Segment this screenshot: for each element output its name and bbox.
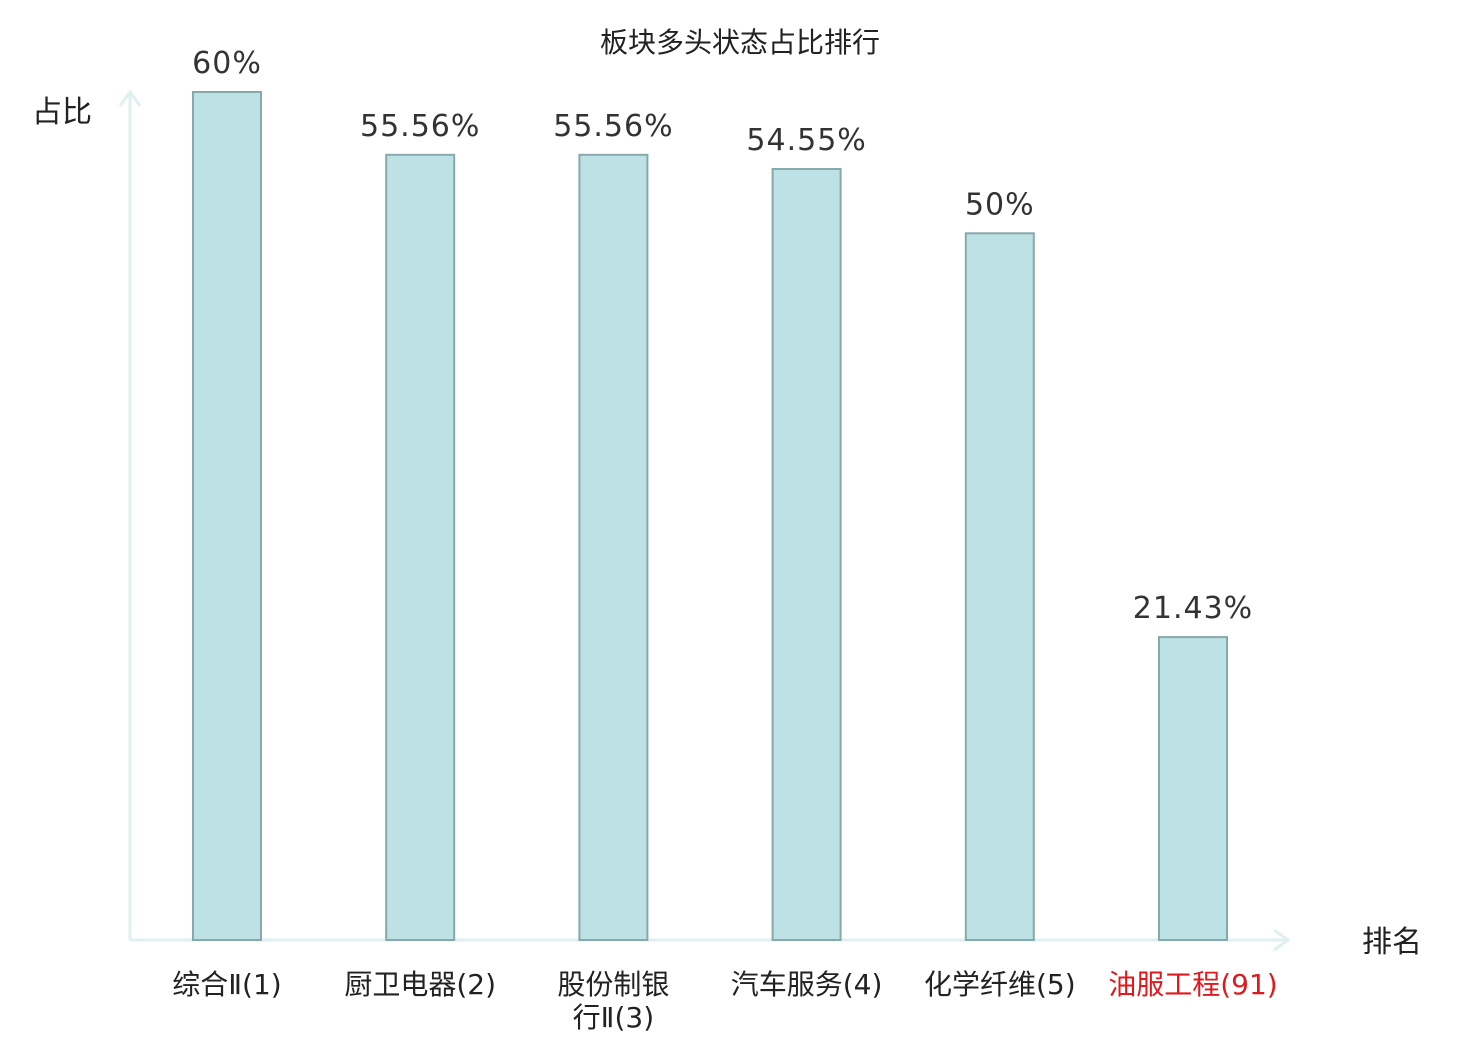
bar-6 bbox=[1158, 636, 1228, 941]
category-label-6: 油服工程(91) bbox=[1108, 968, 1277, 1001]
y-axis-label: 占比 bbox=[32, 95, 92, 130]
x-axis-label: 排名 bbox=[1362, 925, 1422, 960]
category-label-5: 化学纤维(5) bbox=[924, 968, 1076, 1001]
category-labels-group: 综合Ⅱ(1) 厨卫电器(2) 股份制银行Ⅱ(3) 汽车服务(4) 化学纤维(5) 油服工程… bbox=[172, 968, 1277, 1034]
chart-title: 板块多头状态占比排行 bbox=[600, 26, 880, 59]
category-label-1: 综合Ⅱ(1) bbox=[172, 968, 281, 1001]
bars-group bbox=[192, 91, 1228, 942]
value-label-2: 55.56% bbox=[360, 109, 480, 144]
category-label-1-line-1: 综合Ⅱ(1) bbox=[172, 968, 281, 1001]
category-label-2: 厨卫电器(2) bbox=[344, 968, 496, 1001]
x-axis bbox=[130, 928, 1291, 952]
category-label-4-line-1: 汽车服务(4) bbox=[731, 968, 883, 1001]
bar-1 bbox=[192, 91, 262, 941]
value-label-4: 54.55% bbox=[746, 123, 866, 158]
bar-3 bbox=[578, 153, 649, 942]
value-label-3: 55.56% bbox=[553, 109, 673, 144]
value-label-5: 50% bbox=[965, 187, 1035, 222]
category-label-3-line-1: 股份制银 bbox=[557, 968, 669, 1001]
y-axis bbox=[118, 89, 142, 940]
category-label-4: 汽车服务(4) bbox=[731, 968, 883, 1001]
value-labels-group: 60% 55.56% 55.56% 54.55% 50% 21.43% bbox=[192, 46, 1253, 626]
bar-5 bbox=[964, 232, 1035, 942]
category-label-2-line-1: 厨卫电器(2) bbox=[344, 968, 496, 1001]
bar-4 bbox=[771, 168, 842, 941]
value-label-6: 21.43% bbox=[1133, 591, 1253, 626]
value-label-1: 60% bbox=[192, 46, 262, 81]
category-label-5-line-1: 化学纤维(5) bbox=[924, 968, 1076, 1001]
bar-2 bbox=[385, 153, 456, 942]
category-label-3: 股份制银行Ⅱ(3) bbox=[557, 968, 669, 1034]
category-label-6-line-1: 油服工程(91) bbox=[1108, 968, 1277, 1001]
category-label-3-line-2: 行Ⅱ(3) bbox=[573, 1001, 654, 1034]
